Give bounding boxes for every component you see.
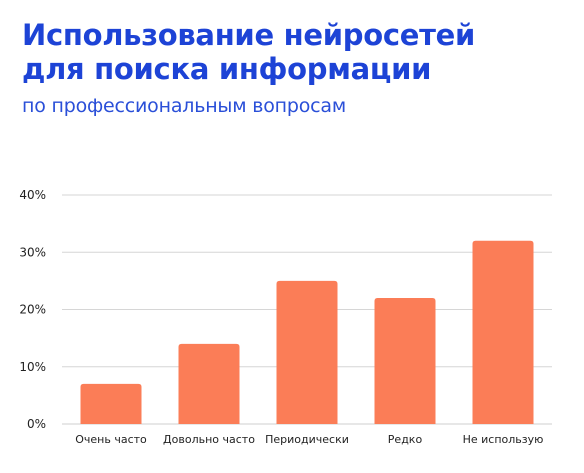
chart-title-line-1: Использование нейросетей xyxy=(22,18,475,52)
x-category-label: Не использую xyxy=(463,433,544,446)
y-tick-label: 30% xyxy=(19,245,46,259)
x-category-label: Очень часто xyxy=(75,433,147,446)
x-category-label: Периодически xyxy=(265,433,349,446)
bar xyxy=(178,343,240,424)
y-tick-label: 20% xyxy=(19,303,46,317)
y-axis-tick-labels: 0% 10% 20% 30% 40% xyxy=(19,188,46,431)
chart-title-line-2: для поиска информации xyxy=(22,52,432,86)
x-category-label: Довольно часто xyxy=(163,433,255,446)
bar xyxy=(80,383,142,424)
bar xyxy=(374,298,436,424)
y-tick-label: 40% xyxy=(19,188,46,202)
bars xyxy=(80,240,534,424)
x-category-label: Редко xyxy=(388,433,423,446)
bar xyxy=(472,240,534,424)
bar xyxy=(276,280,338,424)
chart-subtitle: по профессиональным вопросам xyxy=(22,95,346,117)
x-axis-category-labels: Очень часто Довольно часто Периодически Ред… xyxy=(75,433,543,446)
y-tick-label: 0% xyxy=(27,417,46,431)
y-tick-label: 10% xyxy=(19,360,46,374)
chart-title: Использование нейросетей для поиска инфо… xyxy=(22,18,475,86)
